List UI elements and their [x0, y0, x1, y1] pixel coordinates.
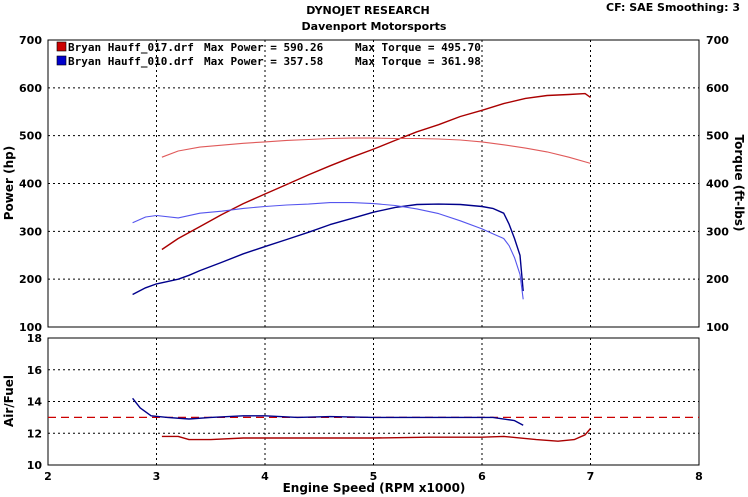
power-axis-ticks: 100 200 300 400 500 600 700: [19, 34, 42, 334]
y-tick-label: 700: [19, 34, 42, 47]
legend-file-1: Bryan Hauff_017.drf: [68, 41, 194, 54]
afr-tick-label: 14: [27, 396, 43, 409]
afr-plot-grid: [48, 338, 699, 465]
afr-series: [48, 397, 699, 442]
power-plot-grid: [48, 40, 699, 327]
legend-swatch-red: [56, 41, 67, 52]
x-tick-label: 6: [478, 470, 486, 483]
y-tick-label: 100: [19, 321, 42, 334]
settings-label: CF: SAE Smoothing: 3: [606, 1, 740, 14]
x-axis-title: Engine Speed (RPM x1000): [283, 481, 466, 495]
x-tick-label: 4: [261, 470, 269, 483]
y-axis-title: Power (hp): [2, 146, 16, 220]
afr-axis-title: Air/Fuel: [2, 375, 16, 427]
chart-title: DYNOJET RESEARCH: [306, 4, 429, 17]
y2-tick-label: 200: [706, 273, 729, 286]
legend-power-2: Max Power = 357.58: [204, 55, 323, 68]
x-tick-label: 2: [44, 470, 52, 483]
afr-tick-label: 10: [27, 459, 43, 472]
y-tick-label: 400: [19, 178, 42, 191]
afr-tick-label: 12: [27, 427, 42, 440]
y-tick-label: 600: [19, 82, 42, 95]
legend: Bryan Hauff_017.drf Max Power = 590.26 M…: [56, 41, 481, 68]
legend-swatch-blue: [56, 55, 67, 66]
afr-series-line: [161, 428, 592, 442]
chart-subtitle: Davenport Motorsports: [302, 20, 447, 33]
legend-power-1: Max Power = 590.26: [204, 41, 324, 54]
x-axis-ticks: 2 3 4 5 6 7 8: [44, 470, 703, 483]
y2-tick-label: 700: [706, 34, 729, 47]
afr-series-line: [132, 397, 524, 426]
y2-tick-label: 400: [706, 178, 729, 191]
x-tick-label: 3: [153, 470, 161, 483]
legend-file-2: Bryan Hauff_010.drf: [68, 55, 194, 68]
legend-torque-2: Max Torque = 361.98: [355, 55, 481, 68]
series-line: [161, 92, 591, 251]
power-torque-series: [132, 92, 591, 300]
afr-tick-label: 18: [27, 332, 42, 345]
series-line: [132, 203, 524, 296]
series-line: [132, 202, 524, 300]
series-line: [161, 137, 591, 164]
y-tick-label: 300: [19, 225, 42, 238]
y2-tick-label: 100: [706, 321, 729, 334]
afr-axis-ticks: 10 12 14 16 18: [27, 332, 43, 472]
legend-torque-1: Max Torque = 495.70: [355, 41, 481, 54]
torque-axis-ticks: 100 200 300 400 500 600 700: [706, 34, 729, 334]
y-tick-label: 500: [19, 130, 42, 143]
y2-axis-title: Torque (ft-lbs): [732, 135, 746, 232]
y2-tick-label: 500: [706, 130, 729, 143]
y2-tick-label: 600: [706, 82, 729, 95]
afr-tick-label: 16: [27, 364, 43, 377]
x-tick-label: 5: [370, 470, 378, 483]
x-tick-label: 7: [587, 470, 595, 483]
x-tick-label: 8: [695, 470, 703, 483]
y-tick-label: 200: [19, 273, 42, 286]
y2-tick-label: 300: [706, 225, 729, 238]
